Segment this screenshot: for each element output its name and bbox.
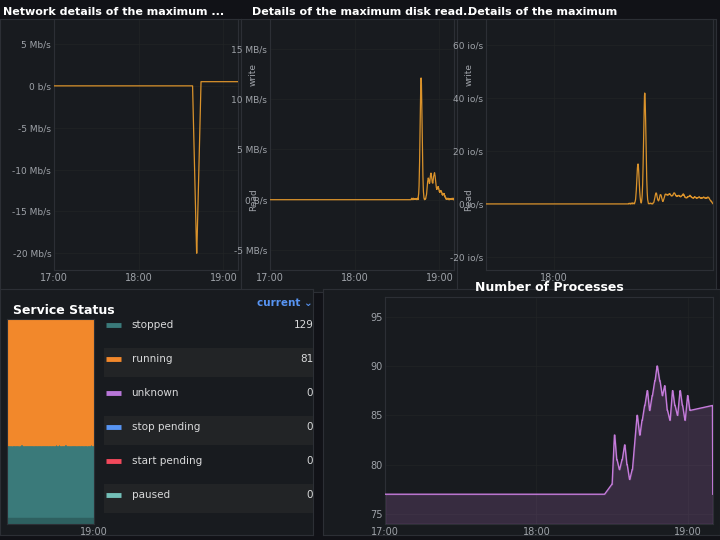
Text: Read: Read (464, 188, 474, 211)
Text: Service Status: Service Status (13, 304, 115, 317)
Text: 0: 0 (307, 490, 313, 500)
Text: 0: 0 (307, 456, 313, 466)
Text: running: running (132, 354, 172, 363)
Text: Details of the maximum: Details of the maximum (468, 6, 617, 17)
Text: 81: 81 (300, 354, 313, 363)
Text: 0: 0 (307, 422, 313, 431)
Text: 0: 0 (307, 388, 313, 397)
Text: Read: Read (249, 188, 258, 211)
Text: Network details of the maximum ...: Network details of the maximum ... (3, 6, 224, 17)
Text: unknown: unknown (132, 388, 179, 397)
Text: paused: paused (132, 490, 170, 500)
Text: write: write (249, 63, 258, 86)
Text: 129: 129 (293, 320, 313, 329)
Text: Details of the maximum disk read...: Details of the maximum disk read... (252, 6, 475, 17)
Text: write: write (464, 63, 474, 86)
Text: stopped: stopped (132, 320, 174, 329)
Text: current ⌄: current ⌄ (258, 298, 313, 308)
Title: Number of Processes: Number of Processes (474, 281, 624, 294)
Text: stop pending: stop pending (132, 422, 200, 431)
Text: start pending: start pending (132, 456, 202, 466)
